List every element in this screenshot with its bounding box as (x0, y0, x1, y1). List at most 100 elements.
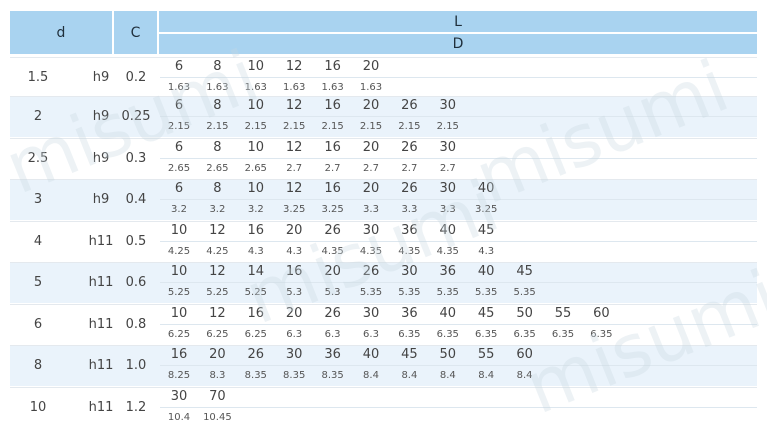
l-value: 10 (247, 59, 265, 74)
l-value: 50 (516, 306, 533, 321)
d-value: 5.35 (398, 287, 421, 298)
cell-tolerance: h11 (88, 400, 114, 415)
table-row: 8 h11 1.0 16 20 26 30 36 40 45 50 55 60 8.25 8.3 8.35 8.… (10, 345, 757, 386)
l-value: 12 (285, 181, 303, 196)
d-value: 2.15 (398, 121, 421, 132)
row-mid-divider (160, 407, 757, 408)
d-value: 2.7 (324, 163, 341, 174)
l-value: 26 (401, 181, 418, 196)
l-value: 40 (477, 181, 495, 196)
l-value: 30 (285, 347, 303, 362)
l-value: 40 (362, 347, 380, 362)
d-value: 5.35 (513, 287, 536, 298)
row-divider (10, 221, 757, 222)
l-value: 16 (285, 264, 303, 279)
l-value: 40 (477, 264, 495, 279)
d-value: 1.63 (244, 82, 267, 93)
d-value: 8.35 (283, 370, 306, 381)
l-value: 16 (247, 306, 265, 321)
d-value: 3.25 (283, 204, 306, 215)
d-value: 5.35 (359, 287, 383, 298)
cell-d: 5 (33, 275, 43, 290)
d-value: 6.3 (363, 329, 379, 340)
cell-tolerance: h9 (92, 109, 110, 124)
l-value: 36 (401, 223, 418, 238)
d-value: 4.35 (359, 246, 383, 257)
d-value: 6.35 (590, 329, 613, 340)
l-value: 16 (324, 59, 341, 74)
l-value: 8 (213, 140, 222, 155)
l-value: 20 (209, 347, 226, 362)
l-value: 20 (362, 181, 380, 196)
cell-d: 2 (33, 109, 43, 124)
l-value: 10 (247, 140, 265, 155)
d-value: 5.35 (436, 287, 459, 298)
d-value: 2.15 (359, 121, 383, 132)
d-value: 1.63 (359, 82, 383, 93)
d-value: 2.15 (321, 121, 344, 132)
table-row: 2.5 h9 0.3 6 8 10 12 16 20 26 30 2.65 2.65 2.65 2.7 2.7… (10, 138, 757, 179)
cell-c: 1.2 (125, 400, 147, 415)
table-row: 4 h11 0.5 10 12 16 20 26 30 36 40 45 4.25 4.25 4.3 4.3 4… (10, 221, 757, 262)
l-value: 10 (170, 223, 188, 238)
l-value: 60 (593, 306, 610, 321)
l-value: 36 (439, 264, 457, 279)
l-value: 26 (247, 347, 265, 362)
row-divider (10, 304, 757, 305)
d-value: 8.3 (209, 370, 226, 381)
l-value: 30 (362, 223, 380, 238)
d-value: 2.15 (167, 121, 191, 132)
l-value: 14 (247, 264, 265, 279)
l-value: 8 (213, 59, 222, 74)
d-value: 8.25 (167, 370, 191, 381)
l-value: 6 (174, 140, 184, 155)
l-value: 10 (247, 181, 265, 196)
l-value: 12 (285, 98, 303, 113)
d-value: 3.2 (171, 204, 187, 215)
cell-d: 2.5 (27, 151, 49, 166)
l-value: 10 (247, 98, 265, 113)
row-mid-divider (160, 241, 757, 242)
cell-c: 0.2 (125, 70, 147, 85)
l-value: 40 (439, 306, 457, 321)
d-value: 2.7 (439, 163, 456, 174)
d-value: 2.65 (206, 163, 229, 174)
l-value: 8 (213, 98, 222, 113)
row-divider (10, 57, 757, 58)
l-value: 12 (209, 264, 226, 279)
d-value: 10.4 (167, 412, 191, 423)
l-value: 55 (477, 347, 495, 362)
l-value: 20 (362, 59, 380, 74)
d-value: 8.4 (516, 370, 533, 381)
d-value: 6.3 (286, 329, 303, 340)
d-value: 4.25 (206, 246, 229, 257)
d-value: 4.3 (286, 246, 303, 257)
d-value: 3.3 (363, 204, 379, 215)
l-value: 12 (285, 140, 303, 155)
header-l: L (159, 11, 757, 32)
l-value: 40 (439, 223, 457, 238)
d-value: 6.35 (475, 329, 498, 340)
cell-d: 10 (29, 400, 47, 415)
d-value: 5.35 (475, 287, 498, 298)
l-value: 20 (285, 306, 303, 321)
l-value: 12 (285, 59, 303, 74)
d-value: 2.7 (363, 163, 379, 174)
d-value: 6.25 (206, 329, 229, 340)
row-mid-divider (160, 116, 757, 117)
d-value: 8.35 (244, 370, 267, 381)
d-value: 8.4 (478, 370, 495, 381)
d-value: 3.3 (401, 204, 418, 215)
d-value: 2.15 (283, 121, 306, 132)
l-value: 16 (170, 347, 188, 362)
d-value: 6.35 (551, 329, 575, 340)
cell-c: 0.6 (125, 275, 147, 290)
row-mid-divider (160, 158, 757, 159)
l-value: 6 (174, 181, 184, 196)
d-value: 6.35 (513, 329, 536, 340)
d-value: 6.25 (244, 329, 267, 340)
d-value: 2.65 (244, 163, 267, 174)
cell-tolerance: h11 (88, 358, 114, 373)
l-value: 45 (401, 347, 418, 362)
table-row: 5 h11 0.6 10 12 14 16 20 26 30 36 40 45 5.25 5.25 5.25 5… (10, 262, 757, 303)
